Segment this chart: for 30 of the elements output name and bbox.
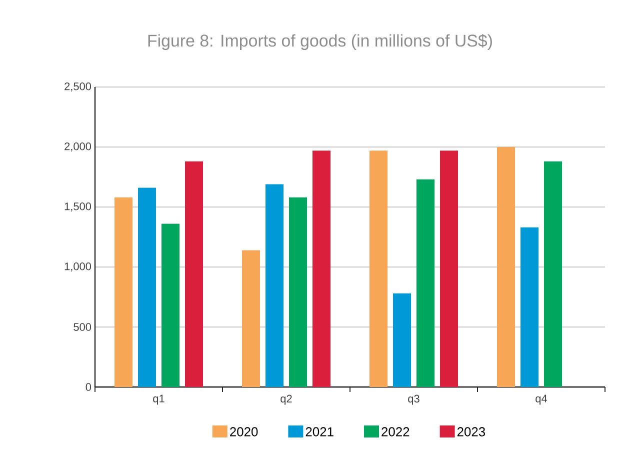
bar [497,146,515,387]
legend-label: 2020 [230,427,258,436]
bar [138,188,156,387]
bar [544,161,562,387]
bar [393,293,411,387]
legend-label: 2021 [306,427,334,436]
y-tick-label: 1,000 [64,262,92,272]
x-tick-label: q4 [536,394,548,405]
y-tick-label: 1,500 [64,202,92,212]
legend-label: 2023 [457,427,486,436]
y-tick-label: 0 [86,383,92,391]
bar [520,227,538,387]
x-tick-label: q3 [408,394,420,405]
bar [242,250,260,387]
bar [312,150,330,387]
bar [289,197,307,387]
legend-label: 2022 [382,427,410,436]
bar [440,150,458,387]
bar [266,184,284,387]
x-tick-label: q2 [280,394,292,405]
chart-title: Figure 8: Imports of goods (in millions of US$) [148,34,492,50]
x-tick-label: q1 [153,394,164,405]
bar [416,179,434,387]
bar [162,224,180,387]
y-tick-label: 2,000 [64,142,92,152]
y-tick-label: 500 [74,323,92,331]
bar [114,197,132,387]
bar [185,161,203,387]
bar [370,150,388,387]
y-tick-label: 2,500 [64,82,92,92]
